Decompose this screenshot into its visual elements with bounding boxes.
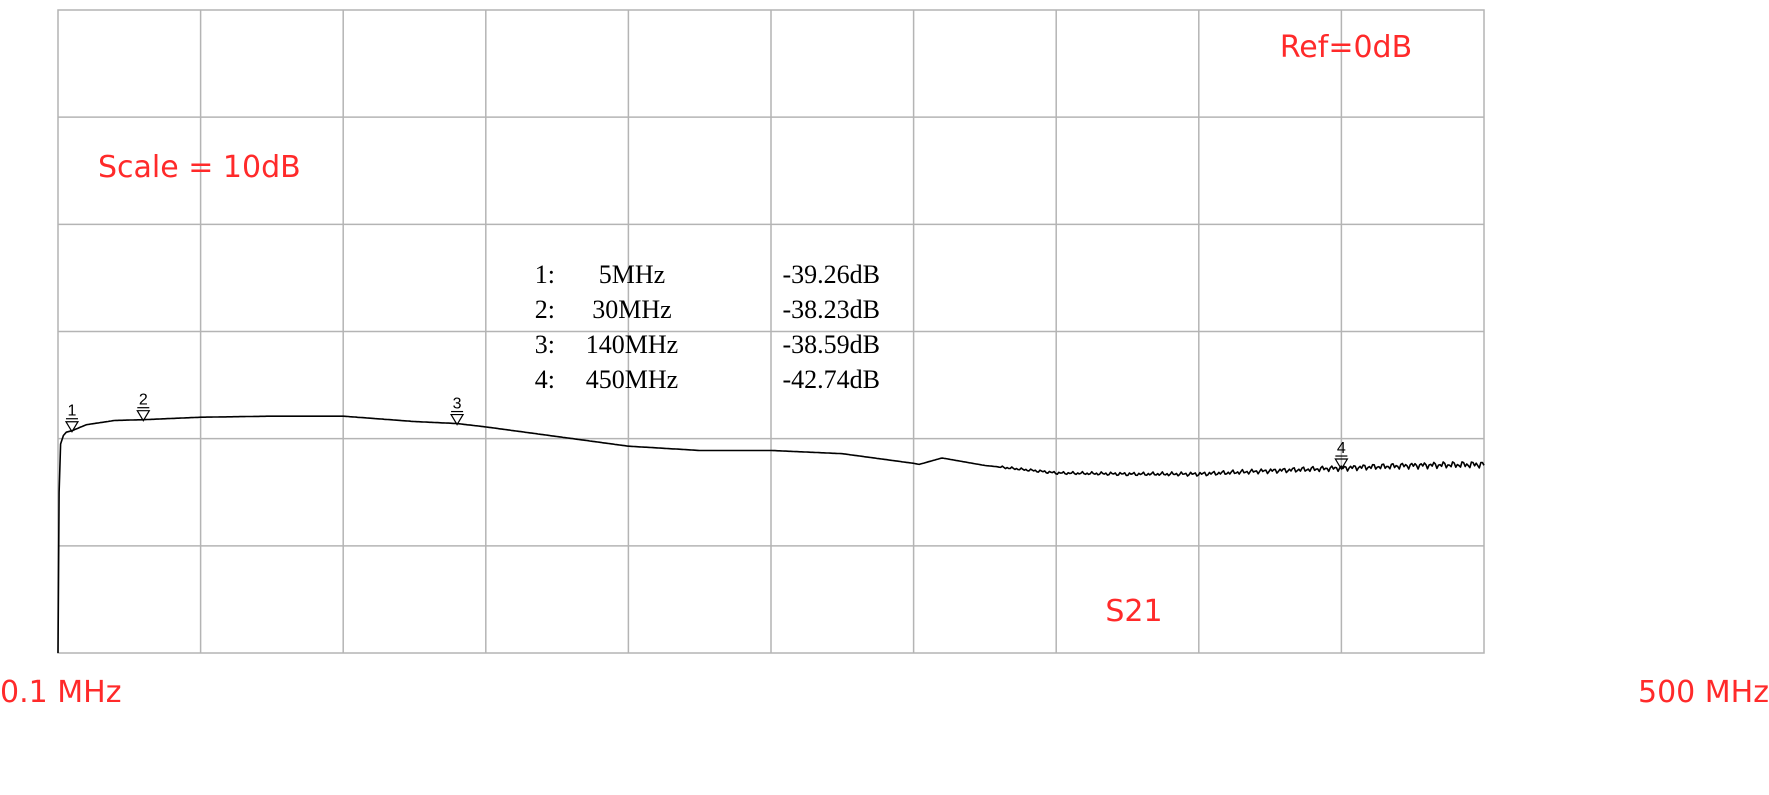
marker-triangle-4 xyxy=(1334,458,1349,471)
reference-level-label: Ref=0dB xyxy=(1280,30,1412,65)
marker-index-label: 4: xyxy=(535,365,555,394)
marker-frequency: 450MHz xyxy=(586,365,678,394)
x-start-label: 0.1 MHz xyxy=(0,675,121,710)
x-end-label: 500 MHz xyxy=(1638,675,1769,710)
marker-index-label: 1: xyxy=(535,260,555,289)
marker-number-1: 1 xyxy=(68,403,77,420)
marker-frequency: 30MHz xyxy=(592,295,671,324)
marker-index-label: 3: xyxy=(535,330,555,359)
marker-triangle-2 xyxy=(136,410,151,422)
marker-number-4: 4 xyxy=(1337,440,1346,457)
trace-name-label: S21 xyxy=(1105,594,1162,629)
marker-triangle-1 xyxy=(64,421,80,433)
marker-readout-table: 1: 5MHz -39.26dB 2: 30MHz -38.23dB 3: 140MHz -38… xyxy=(535,260,880,394)
s21-trace xyxy=(57,415,1485,654)
scale-label: Scale = 10dB xyxy=(98,150,301,185)
marker-level: -39.26dB xyxy=(783,260,881,289)
grid xyxy=(58,10,1484,653)
marker-number-3: 3 xyxy=(453,396,462,413)
marker-frequency: 140MHz xyxy=(586,330,678,359)
marker-level: -42.74dB xyxy=(783,365,881,394)
trace-markers: 1 2 3 4 xyxy=(64,392,1349,471)
marker-frequency: 5MHz xyxy=(599,260,665,289)
marker-level: -38.23dB xyxy=(783,295,881,324)
marker-level: -38.59dB xyxy=(783,330,881,359)
marker-number-2: 2 xyxy=(139,392,148,409)
marker-index-label: 2: xyxy=(535,295,555,324)
marker-triangle-3 xyxy=(450,413,465,426)
plot-frame xyxy=(57,9,1485,654)
